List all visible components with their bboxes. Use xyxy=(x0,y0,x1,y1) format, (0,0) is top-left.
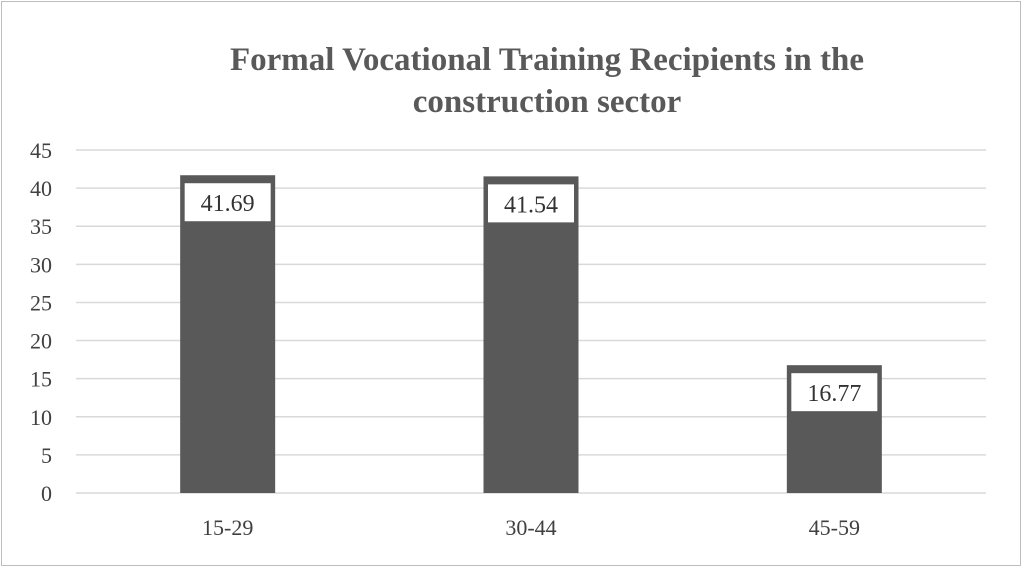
y-tick-label: 5 xyxy=(41,443,52,468)
data-label-15-29: 41.69 xyxy=(201,191,255,217)
y-tick-label: 35 xyxy=(30,214,52,239)
bar-15-29 xyxy=(180,175,276,493)
y-tick-label: 0 xyxy=(41,481,52,506)
y-tick-label: 25 xyxy=(30,290,52,315)
y-tick-label: 30 xyxy=(30,252,52,277)
x-axis-categories: 15-29 30-44 45-59 xyxy=(202,515,860,540)
y-tick-label: 20 xyxy=(30,329,52,354)
y-tick-label: 15 xyxy=(30,367,52,392)
x-category-label: 15-29 xyxy=(202,515,253,540)
bars xyxy=(180,175,882,493)
x-category-label: 45-59 xyxy=(809,515,860,540)
data-label-45-59: 16.77 xyxy=(807,381,861,407)
y-tick-label: 10 xyxy=(30,405,52,430)
data-label-30-44: 41.54 xyxy=(504,192,558,218)
data-label-box xyxy=(791,373,878,412)
x-category-label: 30-44 xyxy=(505,515,556,540)
chart-title-line-2: construction sector xyxy=(413,84,682,120)
data-label-box xyxy=(184,183,271,222)
bar-30-44 xyxy=(483,176,579,493)
y-tick-label: 45 xyxy=(30,138,52,163)
y-axis-ticks: 0 5 10 15 20 25 30 35 40 45 xyxy=(30,138,52,506)
y-tick-label: 40 xyxy=(30,176,52,201)
chart-title-line-1: Formal Vocational Training Recipients in… xyxy=(230,42,864,78)
data-labels: 41.69 41.54 16.77 xyxy=(184,183,878,412)
data-label-box xyxy=(488,184,574,223)
